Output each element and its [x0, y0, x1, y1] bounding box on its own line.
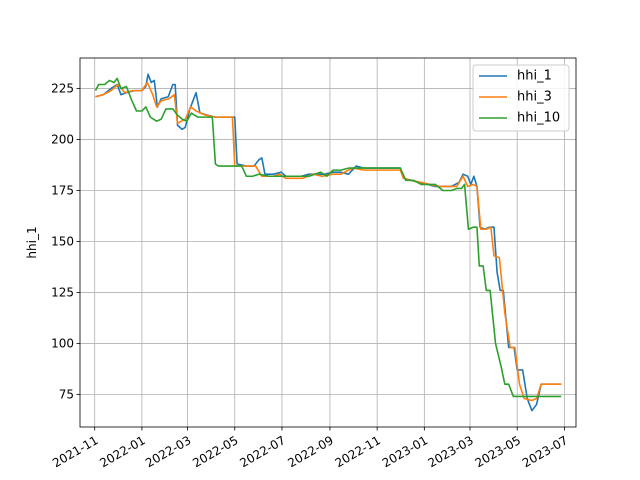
series-line-hhi_3: [95, 81, 562, 402]
y-tick-label: 200: [51, 133, 74, 147]
y-tick-label: 75: [59, 387, 74, 401]
series-line-hhi_10: [94, 77, 562, 398]
legend-label-hhi_3: hhi_3: [517, 90, 552, 105]
y-tick-label: 225: [51, 82, 74, 96]
plot-frame: [79, 57, 577, 428]
y-tick-label: 100: [51, 336, 74, 350]
y-tick-label: 175: [51, 184, 74, 198]
y-tick-label: 150: [51, 234, 74, 248]
legend-label-hhi_1: hhi_1: [517, 69, 552, 84]
legend: hhi_1 hhi_3 hhi_10: [472, 64, 570, 132]
legend-label-hhi_10: hhi_10: [517, 111, 560, 126]
legend-box: [472, 64, 570, 132]
series-lines: [94, 73, 562, 412]
y-tick-label: 125: [51, 285, 74, 299]
y-axis-label: hhi_1: [25, 226, 39, 258]
